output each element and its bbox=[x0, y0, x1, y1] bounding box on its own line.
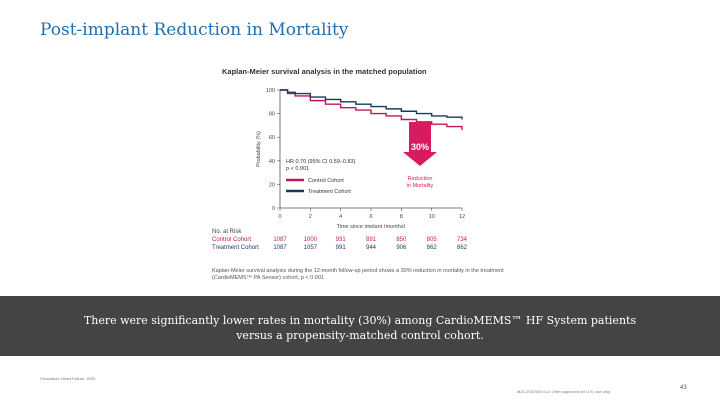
legend-label: Control Cohort bbox=[308, 178, 344, 184]
risk-row-label: Control Cohort bbox=[212, 237, 252, 243]
slide-title: Post-implant Reduction in Mortality bbox=[40, 20, 349, 40]
risk-row-label: Treatment Cohort bbox=[212, 245, 259, 251]
callout-value: 30% bbox=[411, 142, 429, 152]
series-line-control-cohort bbox=[280, 89, 463, 131]
chart-title: Kaplan-Meier survival analysis in the ma… bbox=[222, 67, 427, 76]
risk-cell: 1000 bbox=[303, 237, 318, 243]
risk-cell: 891 bbox=[365, 237, 377, 243]
chart-caption: Kaplan-Meier survival analysis during th… bbox=[212, 268, 504, 281]
hazard-ratio-annotation: HR 0.70 (95% CI 0.59–0.83) bbox=[286, 159, 356, 165]
risk-cell: 991 bbox=[335, 245, 346, 251]
risk-cell: 931 bbox=[335, 237, 346, 243]
y-axis-label: Probability (%) bbox=[256, 131, 262, 167]
risk-cell: 944 bbox=[365, 245, 377, 251]
footer-legal: MAT-2007000 v1.0 | Item approved for U.S… bbox=[517, 389, 611, 394]
series-line-treatment-cohort bbox=[280, 89, 463, 120]
summary-banner-text: There were significantly lower rates in … bbox=[80, 313, 640, 343]
y-tick-label: 20 bbox=[269, 182, 275, 188]
y-tick-label: 40 bbox=[269, 159, 275, 165]
x-tick-label: 12 bbox=[459, 214, 465, 220]
y-tick-label: 0 bbox=[272, 206, 275, 212]
y-tick-label: 80 bbox=[269, 112, 275, 118]
risk-cell: 1087 bbox=[273, 237, 287, 243]
footer-citation: Circulation: Heart Failure. 2020 bbox=[40, 376, 96, 381]
legend-label: Treatment Cohort bbox=[308, 189, 351, 195]
x-tick-label: 10 bbox=[429, 214, 435, 220]
x-tick-label: 0 bbox=[278, 214, 281, 220]
summary-banner bbox=[0, 296, 720, 356]
risk-cell: 805 bbox=[426, 237, 437, 243]
p-value-annotation: p < 0.001 bbox=[286, 166, 309, 172]
x-tick-label: 6 bbox=[369, 214, 372, 220]
risk-cell: 862 bbox=[456, 245, 468, 251]
risk-cell: 862 bbox=[426, 245, 437, 251]
risk-cell: 1087 bbox=[273, 245, 287, 251]
y-tick-label: 60 bbox=[269, 135, 275, 141]
banner-line-2: versus a propensity-matched control coho… bbox=[236, 329, 484, 342]
km-chart: 0 20 40 60 80 100 0 2 4 6 8 10 12 Time since implant … bbox=[256, 88, 465, 228]
reduction-arrow-icon bbox=[403, 122, 437, 166]
x-tick-label: 8 bbox=[400, 214, 403, 220]
risk-cell: 850 bbox=[396, 237, 407, 243]
risk-cell: 1057 bbox=[303, 245, 318, 251]
y-tick-label: 100 bbox=[266, 88, 275, 94]
risk-table-header: No. at Risk bbox=[212, 229, 242, 235]
callout-label-line-1: Reduction bbox=[408, 176, 433, 182]
x-tick-label: 2 bbox=[309, 214, 312, 220]
x-axis-label: Time since implant (months) bbox=[337, 224, 406, 228]
risk-cell: 734 bbox=[456, 237, 468, 243]
banner-line-1: There were significantly lower rates in … bbox=[83, 314, 637, 327]
callout-label-line-2: in Mortality bbox=[407, 183, 434, 189]
x-tick-label: 4 bbox=[339, 214, 342, 220]
risk-cell: 906 bbox=[396, 245, 407, 251]
page-number: 43 bbox=[680, 385, 687, 391]
